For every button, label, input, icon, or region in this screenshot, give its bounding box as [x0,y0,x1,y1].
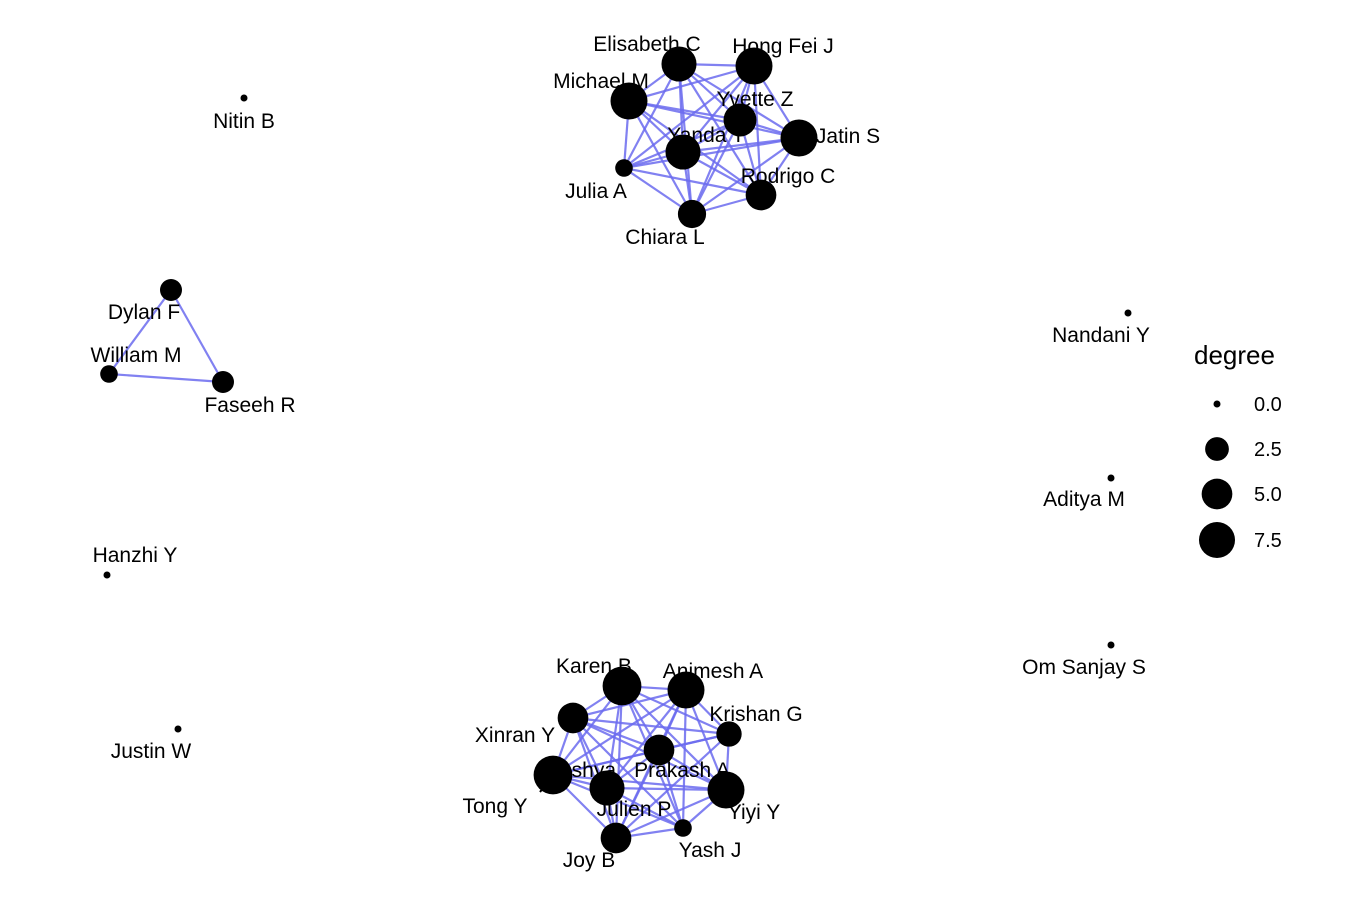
node-yiyi[interactable] [707,771,745,809]
node-justin[interactable] [174,725,182,733]
legend-key-2 [1201,478,1233,510]
node-label-michael: Michael M [553,70,649,93]
legend-label-2: 5.0 [1254,484,1282,506]
node-label-xinran: Xinran Y [475,724,555,747]
legend-label-3: 7.5 [1254,530,1282,552]
node-julien[interactable] [589,770,625,806]
edge-animesh-julien [606,689,687,789]
node-krishan[interactable] [716,721,742,747]
node-label-yanda: Yanda T [667,124,745,147]
node-label-elisabeth: Elisabeth C [593,33,700,56]
node-elisabeth[interactable] [661,46,697,82]
node-label-krishan: Krishan G [709,703,802,726]
legend-label-1: 2.5 [1254,439,1282,461]
node-aditya[interactable] [1107,474,1115,482]
node-animesh[interactable] [667,671,705,709]
edge-prakash-joyb [615,749,660,839]
node-xinran[interactable] [557,702,589,734]
edge-hongfei-rodrigo [752,65,763,196]
node-michael[interactable] [610,82,648,120]
node-label-chiara: Chiara L [625,226,704,249]
node-label-animesh: Animesh A [663,660,763,683]
node-karen[interactable] [602,666,642,706]
node-yash[interactable] [674,819,692,837]
node-label-omsanjay: Om Sanjay S [1022,656,1146,679]
node-label-prakash: Prakash A [634,759,730,782]
legend-key-3 [1198,521,1236,559]
edge-dylan-faseeh [170,289,224,383]
edge-yvette-chiara [691,119,741,215]
legend-key-1 [1205,437,1229,461]
edge-krishan-xinran [572,716,730,736]
edge-karen-yiyi [621,685,727,791]
node-label-nitin: Nitin B [213,110,275,133]
node-label-nandani: Nandani Y [1052,324,1150,347]
node-omsanjay[interactable] [1107,641,1115,649]
edge-animesh-kashya [552,689,687,776]
edge-jatin-chiara [691,137,800,215]
node-yanda[interactable] [665,134,701,170]
legend-label-0: 0.0 [1254,394,1282,416]
node-label-yvette: Yvette Z [716,88,793,111]
legend-title: degree [1194,340,1275,370]
node-label-yash: Yash J [679,839,742,862]
label-layer: Nitin B Elisabeth C Hong Fei J Michael M Yve… [91,33,1150,872]
node-label-joyb: Joy B [563,849,616,872]
edge-karen-joyb [614,685,624,839]
node-kashya[interactable] [533,755,573,795]
node-dylan[interactable] [160,279,182,301]
node-nitin[interactable] [240,94,248,102]
edge-animesh-xinran [572,688,687,720]
legend-entries: 0.0 2.5 5.0 7.5 [1198,394,1282,559]
node-jatin[interactable] [780,119,818,157]
edge-michael-jatin [628,99,800,140]
node-prakash[interactable] [643,734,675,766]
node-rodrigo[interactable] [745,179,777,211]
node-hanzhi[interactable] [103,571,111,579]
node-layer [100,46,1132,854]
node-nandani[interactable] [1124,309,1132,317]
node-label-karen: Karen B [556,655,632,678]
legend-key-0 [1213,400,1221,408]
node-label-dylan: Dylan F [108,301,180,324]
edge-william-faseeh [108,372,224,384]
node-julia[interactable] [615,159,633,177]
node-label-jatin: Jatin S [816,125,880,148]
edge-dylan-william [108,289,172,375]
edge-hongfei-julia [623,65,755,169]
node-label-julia: Julia A [565,180,627,203]
node-label-william: William M [91,344,182,367]
node-label-julien: Julien P [597,798,672,821]
node-label-yiyi: Yiyi Y [728,801,781,824]
legend: degree 0.0 2.5 5.0 7.5 [1194,340,1282,559]
edge-hongfei-michael [628,64,755,103]
node-label-kashya: Kashya [546,759,616,782]
edge-elisabeth-rodrigo [678,63,762,196]
node-label-justin: Justin W [111,740,192,763]
node-chiara[interactable] [677,199,707,229]
edge-julien-yiyi [606,786,727,792]
edge-yiyi-joyb [615,788,727,840]
edge-hongfei-chiara [690,65,756,215]
node-label-faseeh: Faseeh R [204,394,295,417]
edge-rodrigo-julia [623,166,762,197]
node-label-hongfei: Hong Fei J [732,35,834,58]
node-joyb[interactable] [600,822,632,854]
edge-kashya-yiyi [552,773,727,792]
node-label-tong: Tong Y [463,795,528,818]
edge-layer [108,62,800,840]
node-william[interactable] [100,365,118,383]
node-yvette[interactable] [723,103,757,137]
edge-animesh-yash [681,689,688,829]
node-hongfei[interactable] [735,47,773,85]
edge-jatin-julia [623,136,800,170]
node-label-rodrigo: Rodrigo C [741,165,836,188]
node-label-hanzhi: Hanzhi Y [93,544,178,567]
node-faseeh[interactable] [212,371,234,393]
node-label-aditya: Aditya M [1043,488,1125,511]
